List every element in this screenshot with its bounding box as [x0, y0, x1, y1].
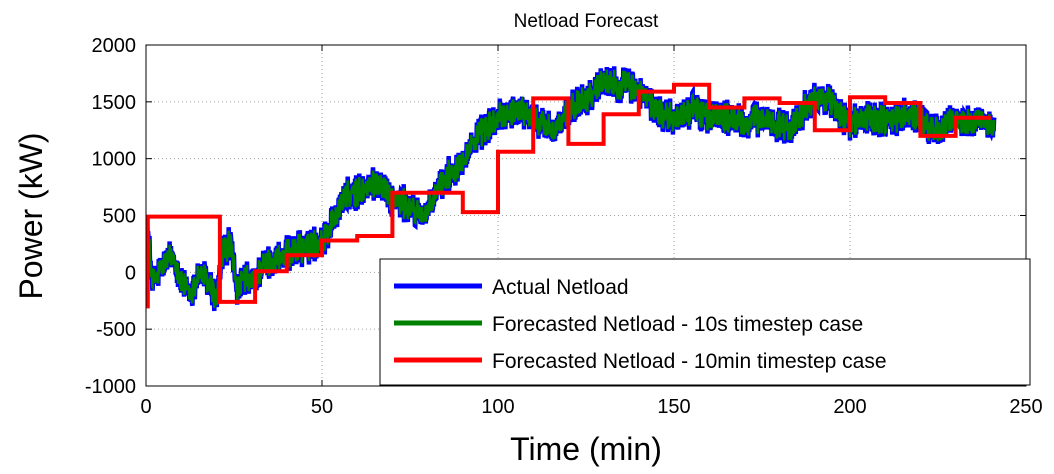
y-tick-label: 500	[103, 206, 136, 228]
y-axis-label: Power (kW)	[13, 132, 49, 299]
x-tick-label: 0	[140, 396, 151, 418]
y-tick-label: -1000	[85, 376, 136, 398]
legend: Actual Netload Forecasted Netload - 10s t…	[379, 258, 1031, 386]
x-tick-label: 100	[481, 396, 514, 418]
y-tick-label: 1000	[92, 149, 137, 171]
legend-entry-label: Forecasted Netload - 10s timestep case	[492, 313, 863, 336]
y-tick-label: 2000	[92, 35, 137, 57]
x-tick-label: 150	[657, 396, 690, 418]
tick-labels: 0 50 100 150 200 250 -1000 -500 0 500 1000 1500 2000	[85, 35, 1043, 418]
y-tick-label: 1500	[92, 92, 137, 114]
series-line-3	[146, 82, 991, 309]
legend-entry-label: Actual Netload	[492, 276, 629, 299]
plot-frame	[145, 44, 1027, 387]
y-tick-label: -500	[96, 319, 136, 341]
y-tick-label: 0	[125, 262, 136, 284]
x-tick-label: 50	[311, 396, 333, 418]
legend-entry-label: Forecasted Netload - 10min timestep case	[492, 350, 887, 373]
x-tick-label: 200	[833, 396, 866, 418]
x-axis-label: Time (min)	[510, 431, 662, 467]
series-layer	[146, 66, 997, 312]
x-tick-label: 250	[1009, 396, 1042, 418]
chart-title: Netload Forecast	[514, 11, 659, 32]
legend-box	[379, 258, 1031, 386]
